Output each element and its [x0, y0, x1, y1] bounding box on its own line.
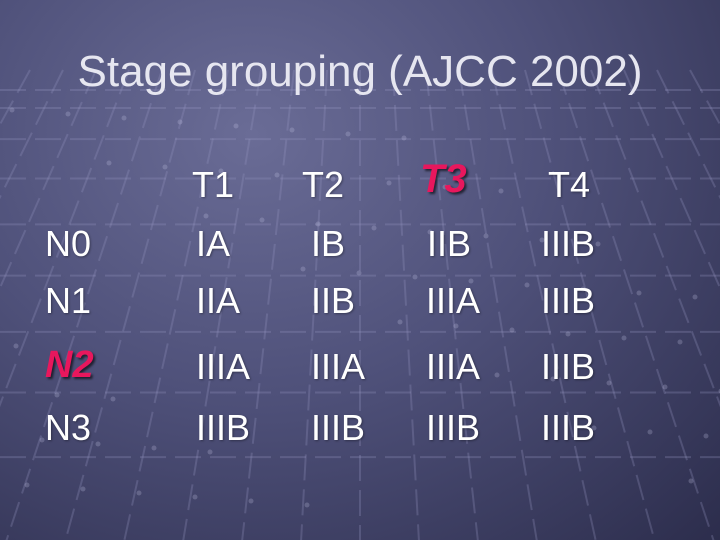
- table-cell: IIIB: [196, 407, 251, 448]
- table-cell: IIIB: [541, 280, 596, 321]
- table-cell: IIB: [311, 280, 356, 321]
- table-cell: IIIA: [311, 346, 366, 387]
- table-cell: IIIB: [541, 223, 596, 264]
- table-cell: IIIB: [541, 346, 596, 387]
- column-header-t1: T1: [192, 164, 235, 205]
- table-cell: IIIA: [196, 346, 251, 387]
- table-cell: IIIB: [541, 407, 596, 448]
- table-cell: IIIB: [426, 407, 481, 448]
- table-cell: IB: [311, 223, 346, 264]
- column-header-t2: T2: [302, 164, 345, 205]
- row-label-n3: N3: [45, 407, 92, 448]
- table-cell: IIIB: [311, 407, 366, 448]
- table-cell: IIIA: [426, 346, 481, 387]
- row-label-n0: N0: [45, 223, 92, 264]
- table-cell: IIA: [196, 280, 241, 321]
- row-label-n2: N2: [45, 344, 94, 386]
- column-header-t4: T4: [548, 164, 591, 205]
- table-cell: IIIA: [426, 280, 481, 321]
- row-label-n1: N1: [45, 280, 92, 321]
- table-cell: IA: [196, 223, 231, 264]
- column-header-t3: T3: [420, 157, 467, 201]
- slide-title: Stage grouping (AJCC 2002): [77, 47, 643, 96]
- table-cell: IIB: [427, 223, 472, 264]
